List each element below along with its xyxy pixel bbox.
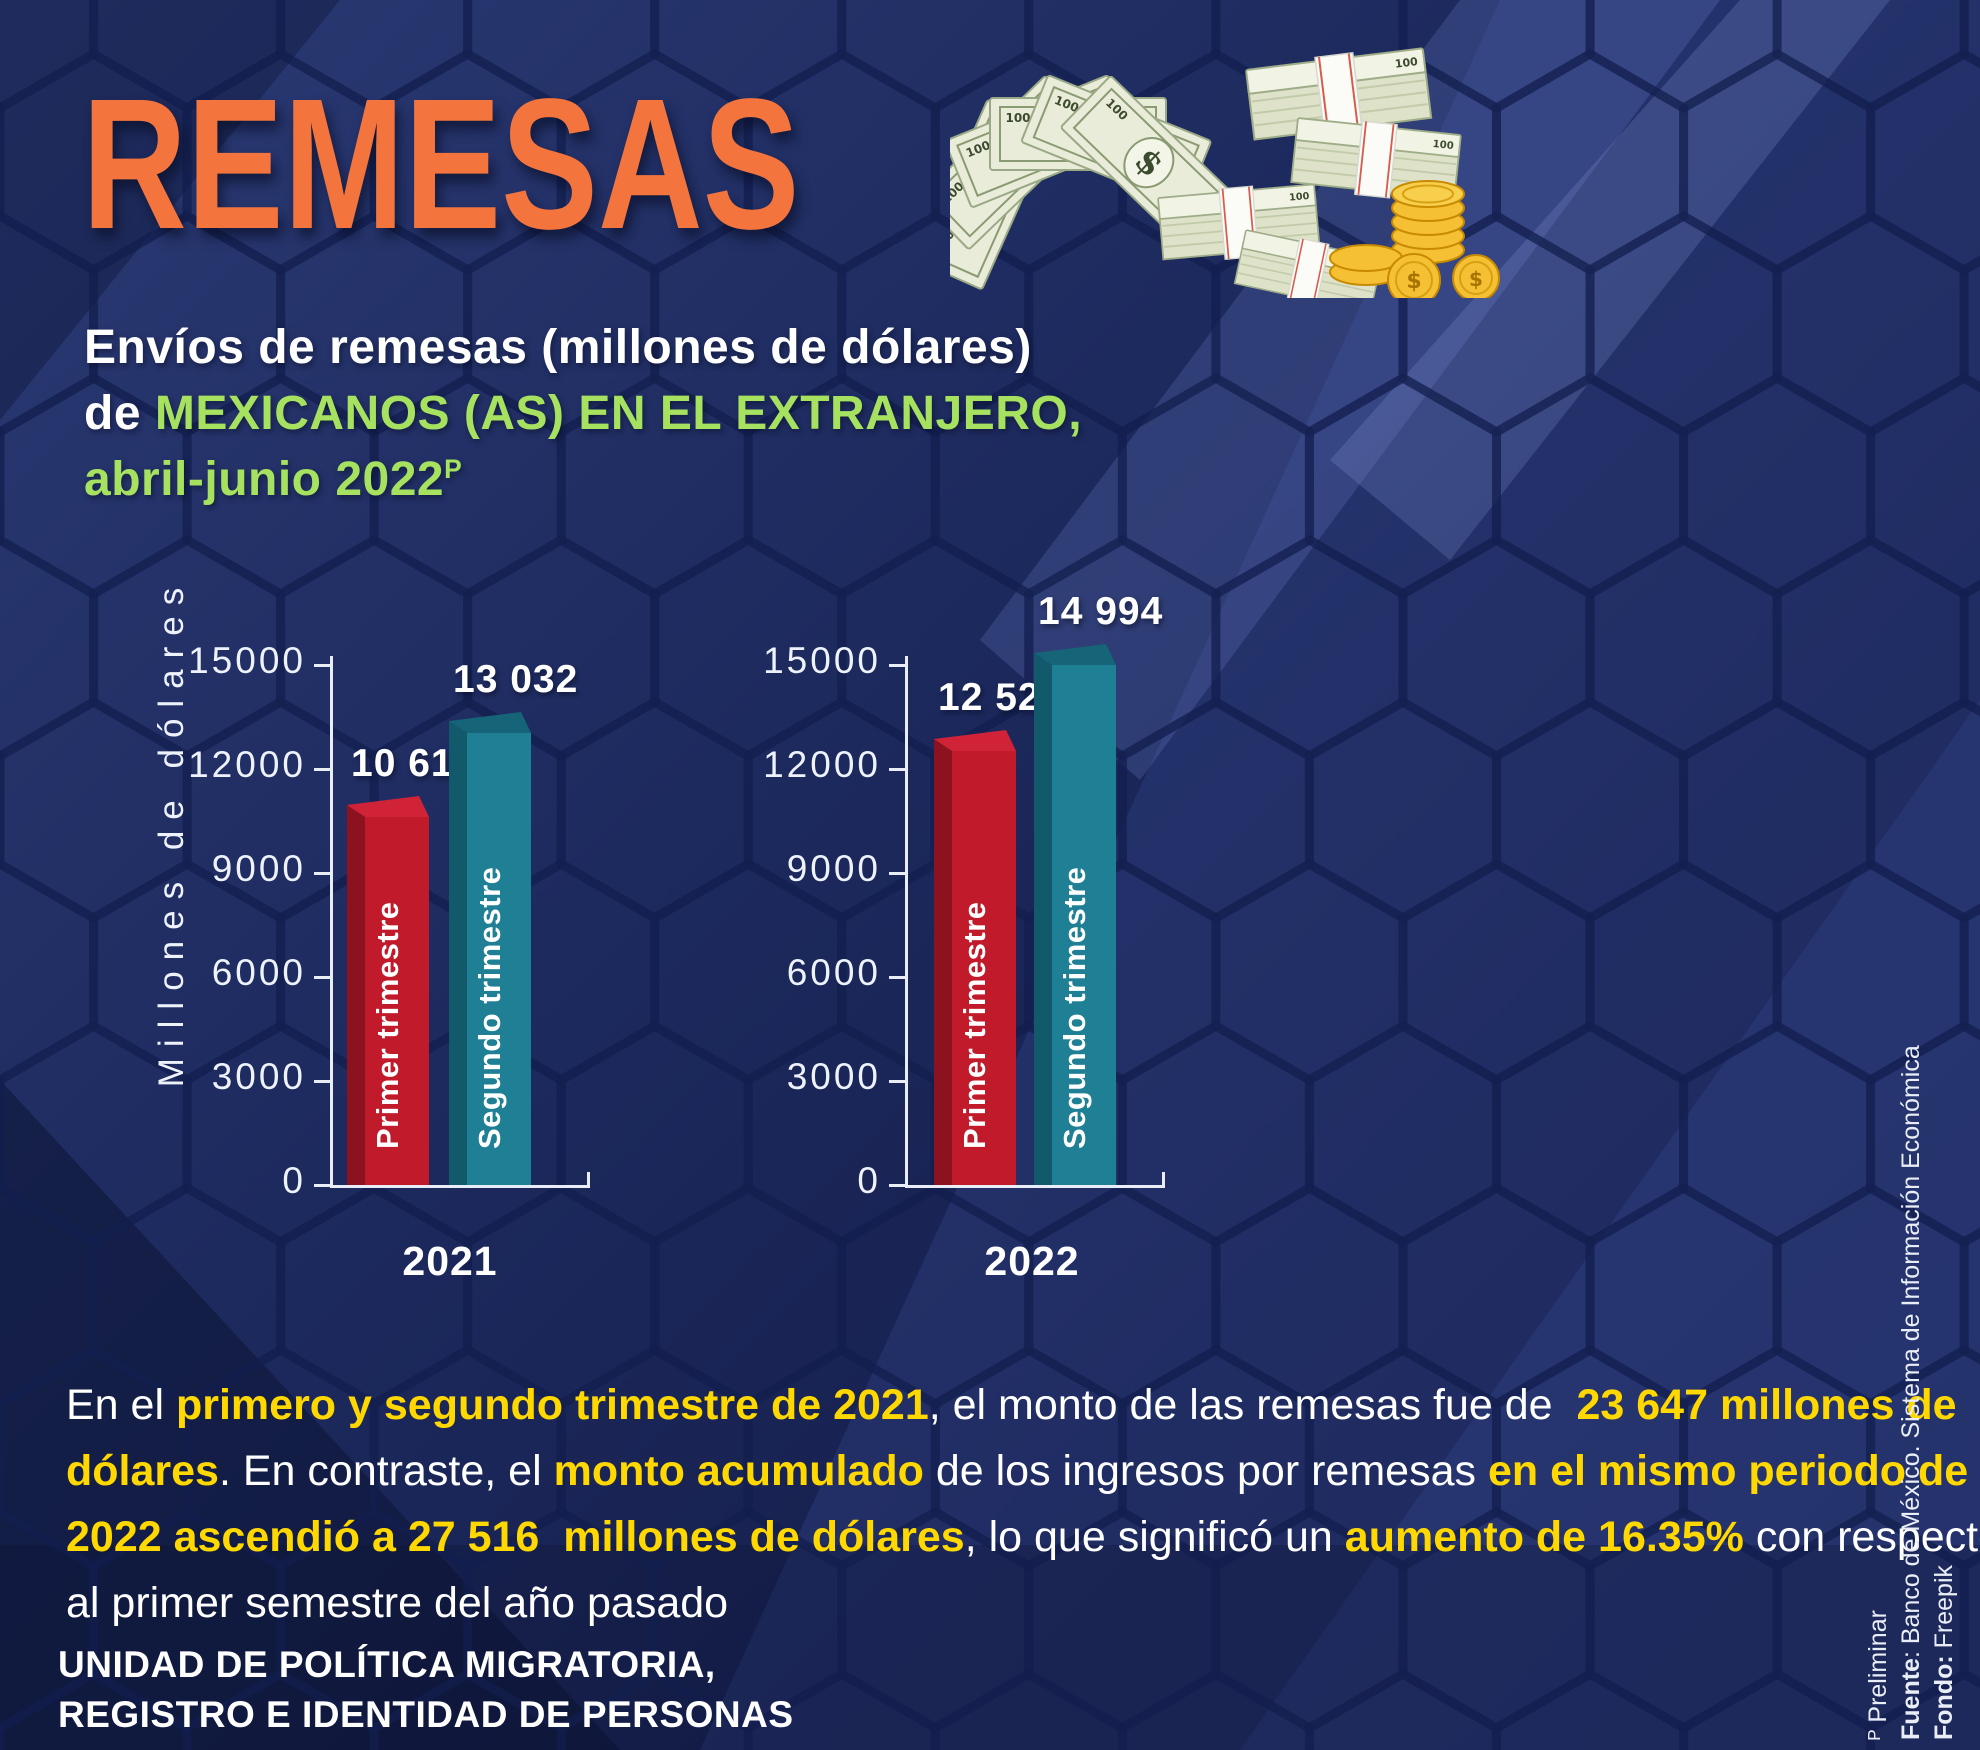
body-text: , lo que significó un [964,1513,1345,1561]
subtitle-line-3-text: abril-junio 2022 [84,453,445,506]
subtitle-line-2: de MEXICANOS (AS) EN EL EXTRANJERO, [84,386,1082,441]
footer-organization: UNIDAD DE POLÍTICA MIGRATORIA, REGISTRO … [58,1640,794,1740]
y-tick-label: 15000 [188,640,306,681]
x-axis-category-label: 2022 [984,1238,1080,1284]
money-illustration: $ 100 100 $ 100 [950,43,1500,298]
y-tick-mark [314,767,330,771]
svg-text:$: $ [1406,269,1421,294]
body-text: con respecto [1743,1513,1980,1561]
bar-3d-shape [347,796,429,1185]
source-note-text: : Banco de México. Sistema de Informació… [1897,1045,1925,1659]
bar-series-label: Primer trimestre [957,901,992,1149]
y-axis-line [330,656,333,1188]
y-tick-mark [889,1079,905,1083]
y-tick-label: 0 [857,1160,881,1201]
paragraph-line: al primer semestre del año pasado [66,1570,1980,1636]
x-axis-line [905,1185,1163,1188]
source-note-label: Fuente [1897,1658,1925,1740]
body-text: En el [66,1381,176,1429]
y-tick-mark [889,663,905,667]
highlighted-text: aumento de 16.35% [1344,1513,1744,1561]
bar-2021-segundo-trimestre: Segundo trimestre [447,706,533,1185]
source-notes: ᴾ Preliminar Fuente: Banco de México. Si… [1862,1045,1961,1740]
y-tick-mark [889,975,905,979]
bar-series-label: Primer trimestre [370,901,405,1149]
subtitle-line-2-highlight: MEXICANOS (AS) EN EL EXTRANJERO, [154,387,1083,440]
footer-line-1: UNIDAD DE POLÍTICA MIGRATORIA, [58,1644,716,1685]
y-tick-label: 0 [282,1160,306,1201]
body-text: de los ingresos por remesas [923,1447,1488,1495]
paragraph-line: dólares. En contraste, el monto acumulad… [66,1438,1980,1504]
svg-text:$: $ [1469,267,1483,291]
y-tick-mark [889,767,905,771]
highlighted-text: 23 647 millones de [1576,1381,1957,1429]
background-credit-label: Fondo: [1930,1655,1958,1740]
x-axis-end-tick [587,1172,590,1188]
x-axis-line [330,1185,588,1188]
y-axis-line [905,656,908,1188]
bar-3d-shape [1034,644,1116,1185]
summary-paragraph: En el primero y segundo trimestre de 202… [66,1372,1980,1636]
body-text: , el monto de las remesas fue de [928,1381,1577,1429]
y-tick-label: 6000 [786,952,881,993]
y-tick-label: 12000 [188,744,306,785]
bar-2021-primer-trimestre: Primer trimestre [345,790,431,1185]
y-tick-label: 3000 [786,1056,881,1097]
y-tick-label: 9000 [786,848,881,889]
x-axis-end-tick [1162,1172,1165,1188]
page-title: REMESAS [82,61,800,268]
preliminary-note: ᴾ Preliminar [1864,1610,1892,1740]
paragraph-line: En el primero y segundo trimestre de 202… [66,1372,1980,1438]
highlighted-text: monto acumulado [553,1447,924,1495]
x-axis-category-label: 2021 [402,1238,498,1284]
y-tick-label: 12000 [763,744,881,785]
y-tick-mark [314,1183,330,1187]
y-tick-label: 6000 [211,952,306,993]
background-credit-note: Fondo: Freepik [1928,1045,1961,1740]
footer-line-2: REGISTRO E IDENTIDAD DE PERSONAS [58,1694,794,1735]
y-tick-label: 3000 [211,1056,306,1097]
bar-2022-primer-trimestre: Primer trimestre [932,724,1018,1185]
subtitle-line-1: Envíos de remesas (millones de dólares) [84,321,1032,374]
y-tick-mark [889,871,905,875]
bar-2022-segundo-trimestre: Segundo trimestre [1032,638,1118,1185]
bar-3d-shape [934,730,1016,1185]
source-note: Fuente: Banco de México. Sistema de Info… [1895,1045,1928,1740]
y-tick-mark [314,1079,330,1083]
body-text: al primer semestre del año pasado [66,1579,729,1627]
y-tick-mark [314,871,330,875]
bar-value-label: 14 994 [1038,590,1164,633]
highlighted-text: dólares [66,1447,219,1495]
bar-series-label: Segundo trimestre [1057,866,1092,1149]
gold-coins-icon: $ $ [1329,180,1500,298]
y-tick-mark [314,663,330,667]
y-tick-label: 15000 [763,640,881,681]
preliminary-superscript: P [444,454,463,484]
bar-value-label: 13 032 [453,658,579,701]
subtitle-line-2-prefix: de [84,387,155,440]
paragraph-line: 2022 ascendió a 27 516 millones de dólar… [66,1504,1980,1570]
subtitle-line-3: abril-junio 2022P [84,452,462,507]
bar-3d-shape [449,712,531,1185]
highlighted-text: en el mismo periodo de [1487,1447,1969,1495]
bar-series-label: Segundo trimestre [472,866,507,1149]
highlighted-text: 2022 ascendió a 27 516 millones de dólar… [66,1513,965,1561]
highlighted-text: primero y segundo trimestre de 2021 [175,1381,929,1429]
y-tick-mark [314,975,330,979]
background-credit-text: Freepik [1930,1565,1958,1656]
y-tick-mark [889,1183,905,1187]
body-text: . En contraste, el [218,1447,554,1495]
y-tick-label: 9000 [211,848,306,889]
